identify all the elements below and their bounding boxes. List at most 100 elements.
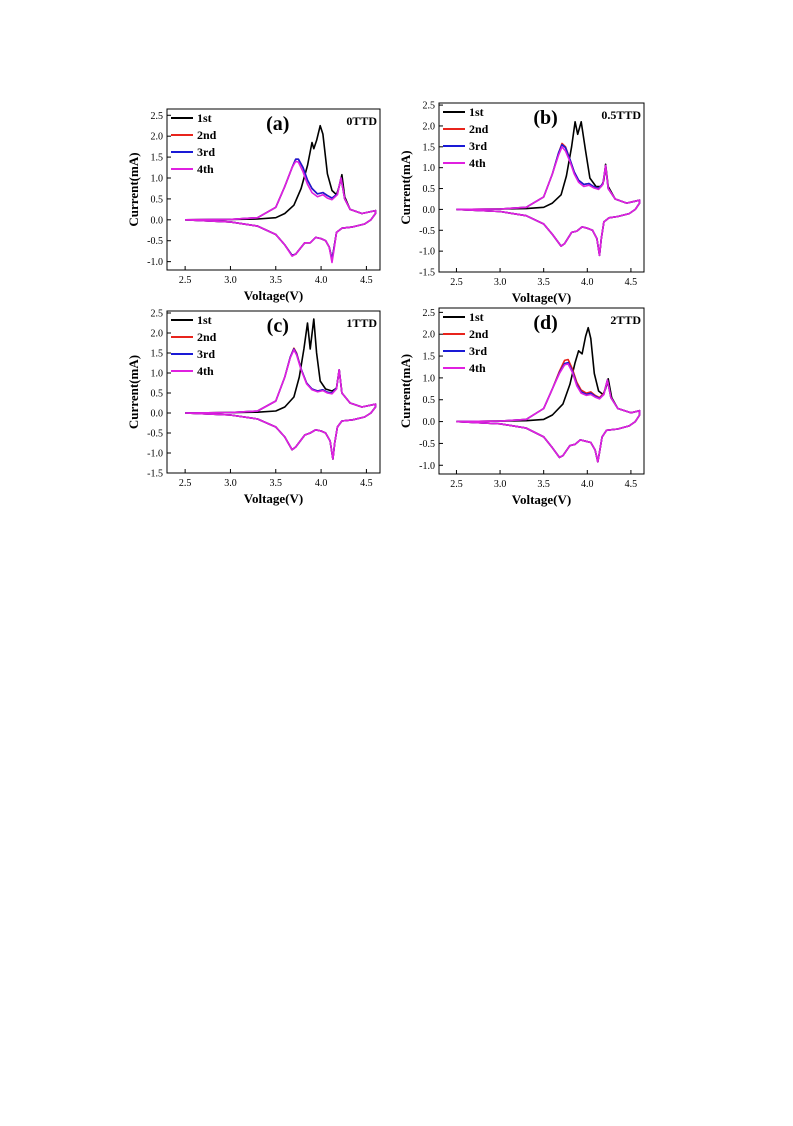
sample-label: 0.5TTD xyxy=(601,108,641,122)
x-axis-label: Voltage(V) xyxy=(244,491,303,506)
series-line-4th xyxy=(185,160,377,264)
x-tick-label: 3.0 xyxy=(224,275,237,286)
panel-label: (c) xyxy=(267,315,289,337)
sample-label: 1TTD xyxy=(346,316,377,330)
x-tick-label: 4.5 xyxy=(625,479,638,490)
legend-label: 4th xyxy=(197,162,214,176)
y-tick-label: -1.5 xyxy=(147,469,163,480)
legend-label: 3rd xyxy=(469,344,487,358)
y-tick-label: 1.0 xyxy=(151,369,164,380)
x-tick-label: 3.0 xyxy=(224,478,237,489)
x-tick-label: 3.5 xyxy=(270,478,283,489)
series-line-4th xyxy=(456,146,641,257)
y-tick-label: 0.5 xyxy=(151,389,164,400)
sample-label: 0TTD xyxy=(346,114,377,128)
y-tick-label: 0.0 xyxy=(423,417,436,428)
y-tick-label: 1.5 xyxy=(151,349,164,360)
x-axis-label: Voltage(V) xyxy=(512,492,571,507)
y-tick-label: 1.0 xyxy=(423,373,436,384)
y-tick-label: 1.0 xyxy=(151,174,164,185)
y-tick-label: 0.0 xyxy=(151,215,164,226)
x-axis-label: Voltage(V) xyxy=(512,290,571,305)
series-line-4th xyxy=(456,363,641,463)
legend-label: 1st xyxy=(469,105,484,119)
sample-label: 2TTD xyxy=(610,313,641,327)
x-tick-label: 2.5 xyxy=(450,479,463,490)
y-tick-label: -0.5 xyxy=(419,226,435,237)
y-tick-label: 2.0 xyxy=(423,330,436,341)
x-tick-label: 4.0 xyxy=(581,479,594,490)
x-tick-label: 2.5 xyxy=(450,277,463,288)
y-tick-label: 1.5 xyxy=(151,153,164,164)
y-tick-label: -0.5 xyxy=(147,236,163,247)
legend-label: 1st xyxy=(197,313,212,327)
legend-label: 4th xyxy=(469,156,486,170)
y-tick-label: 1.5 xyxy=(423,142,436,153)
y-tick-label: 0.5 xyxy=(151,194,164,205)
plot-frame xyxy=(438,102,645,273)
y-tick-label: -1.0 xyxy=(419,247,435,258)
panel-label: (d) xyxy=(533,312,557,334)
y-axis-label: Current(mA) xyxy=(398,150,413,224)
x-tick-label: 3.0 xyxy=(494,277,507,288)
y-tick-label: -1.0 xyxy=(147,449,163,460)
y-tick-label: 0.5 xyxy=(423,395,436,406)
panel-c: 2.5 3.0 3.5 4.0 4.5 -1.5 -1.0 -0.5 0.0 0.5 1.0 1.5 2… xyxy=(126,309,381,506)
legend-label: 2nd xyxy=(469,122,489,136)
x-tick-label: 3.5 xyxy=(270,275,283,286)
y-tick-label: -0.5 xyxy=(419,439,435,450)
legend-label: 3rd xyxy=(197,347,215,361)
y-tick-label: 2.0 xyxy=(151,329,164,340)
panel-b: 2.5 3.0 3.5 4.0 4.5 -1.5 -1.0 -0.5 0.0 0.5 1.0 1.5 2… xyxy=(398,101,645,305)
y-tick-label: 2.0 xyxy=(151,132,164,143)
y-axis-label: Current(mA) xyxy=(126,355,141,429)
panel-label: (a) xyxy=(266,113,289,135)
x-tick-label: 4.0 xyxy=(315,478,328,489)
y-tick-label: -1.0 xyxy=(419,461,435,472)
plot-frame xyxy=(166,108,381,271)
panel-label: (b) xyxy=(533,107,557,129)
series-line-3rd xyxy=(456,361,641,463)
legend-label: 3rd xyxy=(197,145,215,159)
x-tick-label: 3.5 xyxy=(537,277,550,288)
legend-label: 1st xyxy=(469,310,484,324)
y-tick-label: 1.0 xyxy=(423,163,436,174)
x-axis-label: Voltage(V) xyxy=(244,288,303,303)
x-tick-label: 3.5 xyxy=(537,479,550,490)
y-tick-label: 2.5 xyxy=(423,308,436,319)
legend-label: 2nd xyxy=(469,327,489,341)
y-axis-label: Current(mA) xyxy=(398,354,413,428)
y-tick-label: 2.5 xyxy=(151,111,164,122)
x-tick-label: 2.5 xyxy=(179,478,192,489)
y-tick-label: 0.0 xyxy=(151,409,164,420)
legend-label: 4th xyxy=(197,364,214,378)
x-tick-label: 4.5 xyxy=(625,277,638,288)
series-line-4th xyxy=(185,349,377,460)
y-tick-label: 2.5 xyxy=(151,309,164,320)
y-tick-label: 0.5 xyxy=(423,184,436,195)
x-tick-label: 2.5 xyxy=(179,275,192,286)
x-tick-label: 4.0 xyxy=(581,277,594,288)
plot-frame xyxy=(438,307,645,475)
plot-frame xyxy=(166,310,381,474)
y-tick-label: -1.5 xyxy=(419,268,435,279)
y-tick-label: 1.5 xyxy=(423,352,436,363)
legend-label: 2nd xyxy=(197,128,217,142)
legend-label: 2nd xyxy=(197,330,217,344)
x-tick-label: 4.0 xyxy=(315,275,328,286)
x-tick-label: 4.5 xyxy=(360,275,373,286)
y-axis-label: Current(mA) xyxy=(126,152,141,226)
panel-a: 2.5 3.0 3.5 4.0 4.5 -1.0 -0.5 0.0 0.5 1.0 1.5 2.0 2.… xyxy=(126,108,381,303)
x-tick-label: 4.5 xyxy=(360,478,373,489)
legend-label: 1st xyxy=(197,111,212,125)
y-tick-label: 0.0 xyxy=(423,205,436,216)
legend-label: 4th xyxy=(469,361,486,375)
x-tick-label: 3.0 xyxy=(494,479,507,490)
y-tick-label: -1.0 xyxy=(147,257,163,268)
legend-label: 3rd xyxy=(469,139,487,153)
y-tick-label: -0.5 xyxy=(147,429,163,440)
panel-d: 2.5 3.0 3.5 4.0 4.5 -1.0 -0.5 0.0 0.5 1.0 1.5 2.0 2.… xyxy=(398,307,645,507)
y-tick-label: 2.5 xyxy=(423,101,436,112)
